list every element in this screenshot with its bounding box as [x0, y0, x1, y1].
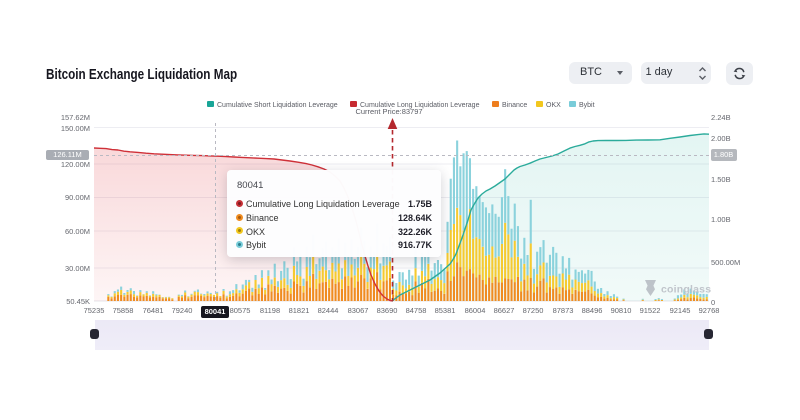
- svg-text:coinglass: coinglass: [661, 284, 711, 296]
